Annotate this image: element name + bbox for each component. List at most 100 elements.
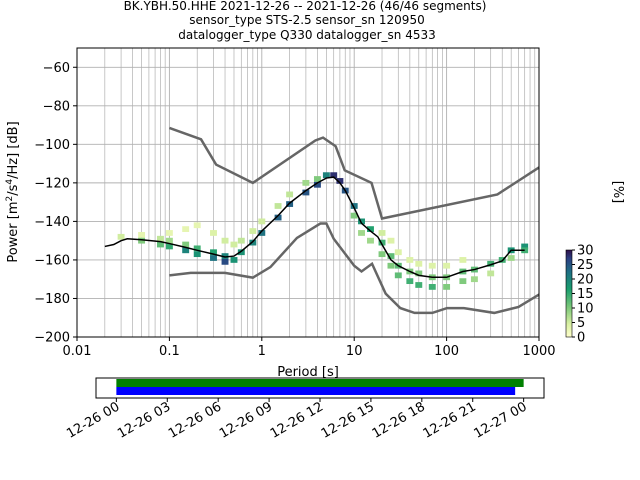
histogram-cell — [350, 212, 358, 219]
histogram-cell — [286, 191, 294, 198]
colorbar-tick-label: 15 — [577, 287, 594, 302]
colorbar-tick-label: 25 — [577, 258, 594, 273]
histogram-cell — [387, 262, 395, 269]
coverage-bar-top — [116, 379, 524, 387]
histogram-cell — [415, 260, 423, 267]
time-tick-label: 12-26 21 — [421, 399, 479, 441]
title-line-1: BK.YBH.50.HHE 2021-12-26 -- 2021-12-26 (… — [124, 0, 487, 13]
histogram-cell — [443, 262, 451, 269]
time-tick-label: 12-26 12 — [268, 399, 326, 441]
histogram-cell — [258, 230, 266, 236]
colorbar-tick-label: 30 — [577, 244, 594, 259]
histogram-cell — [230, 241, 238, 248]
new-high-noise-model-line — [168, 126, 540, 220]
histogram-cell — [156, 235, 164, 242]
histogram-cell — [193, 245, 201, 252]
histogram-cell — [521, 243, 529, 250]
histogram-cell — [313, 176, 321, 182]
histogram-cell — [443, 284, 451, 290]
x-tick-label: 1 — [258, 344, 266, 359]
histogram-cell — [117, 233, 125, 240]
histogram-cell — [182, 226, 190, 232]
histogram-cell — [428, 262, 436, 269]
histogram-cell — [221, 253, 229, 259]
time-tick-label: 12-26 09 — [217, 399, 275, 441]
x-ticks: 0.01 0.1 1 10 100 1000 — [63, 337, 556, 359]
histogram-cell — [313, 181, 321, 188]
histogram-cell — [358, 230, 365, 236]
curves — [104, 126, 540, 315]
y-axis-label: Power [m2/s4/Hz] [dB] — [5, 121, 21, 262]
histogram-cell — [165, 243, 173, 250]
histogram-cell — [459, 278, 467, 285]
x-tick-label: 0.1 — [159, 344, 180, 359]
colorbar-tick-label: 0 — [577, 331, 585, 346]
histogram-cell — [406, 278, 414, 285]
histogram-cell — [156, 241, 164, 248]
histogram-cell — [487, 260, 495, 267]
x-axis-label: Period [s] — [277, 365, 339, 380]
histogram-cell — [182, 247, 190, 254]
new-low-noise-model-line — [169, 222, 540, 315]
y-tick-label: −180 — [34, 292, 70, 307]
y-tick-label: −200 — [34, 331, 70, 346]
time-tick-label: 12-26 15 — [319, 399, 377, 441]
figure-title: BK.YBH.50.HHE 2021-12-26 -- 2021-12-26 (… — [124, 0, 487, 42]
histogram-cell — [138, 231, 146, 238]
coverage-bar-bottom — [116, 387, 516, 395]
histogram-cell — [138, 237, 146, 244]
y-tick-label: −60 — [43, 61, 70, 76]
histogram-cell — [193, 251, 201, 258]
ppsd-plot: 0.01 0.1 1 10 100 1000 −200 −180 −160 −140 −120 −1… — [5, 47, 556, 380]
histogram-cell — [387, 237, 395, 244]
histogram-cell — [394, 249, 402, 256]
time-tick-label: 12-26 03 — [115, 399, 173, 441]
histogram — [117, 172, 529, 290]
histogram-cell — [302, 179, 310, 186]
histogram-cell — [358, 218, 365, 225]
histogram-cell — [428, 284, 436, 290]
histogram-cell — [230, 257, 238, 263]
histogram-cell — [350, 203, 358, 209]
histogram-cell — [249, 228, 257, 234]
title-line-3: datalogger_type Q330 datalogger_sn 4533 — [178, 28, 436, 42]
histogram-cell — [406, 257, 414, 263]
time-tick-label: 12-26 06 — [166, 399, 224, 441]
title-line-2: sensor_type STS-2.5 sensor_sn 120950 — [189, 13, 424, 27]
x-tick-label: 100 — [434, 344, 459, 359]
histogram-cell — [378, 251, 386, 258]
x-tick-label: 1000 — [522, 344, 555, 359]
plot-frame — [76, 47, 540, 338]
histogram-cell — [378, 230, 386, 236]
histogram-cell — [193, 222, 201, 229]
histogram-cell — [210, 230, 217, 236]
histogram-cell — [322, 172, 330, 179]
time-tick-label: 12-27 00 — [472, 399, 530, 441]
histogram-cell — [394, 272, 402, 279]
colorbar-tick-label: 10 — [577, 302, 594, 317]
histogram-cell — [330, 172, 338, 179]
histogram-cell — [210, 249, 217, 256]
histogram-cell — [336, 178, 344, 184]
histogram-cell — [258, 218, 266, 225]
histogram-cell — [165, 230, 173, 236]
histogram-cell — [378, 239, 386, 246]
colorbar-label: [%] — [610, 181, 625, 204]
histogram-cell — [367, 237, 374, 244]
histogram-cell — [302, 189, 310, 196]
histogram-cell — [459, 257, 467, 263]
y-ticks: −200 −180 −160 −140 −120 −100 −80 −60 — [34, 61, 77, 346]
histogram-cell — [415, 282, 423, 288]
histogram-cell — [367, 226, 374, 232]
histogram-cell — [182, 241, 190, 248]
histogram-cell — [165, 237, 173, 244]
mean-psd-line — [104, 176, 525, 279]
histogram-cell — [470, 276, 478, 283]
histogram-cell — [221, 237, 229, 244]
colorbar-tick-label: 20 — [577, 273, 594, 288]
colorbar-tick-label: 5 — [577, 316, 585, 331]
